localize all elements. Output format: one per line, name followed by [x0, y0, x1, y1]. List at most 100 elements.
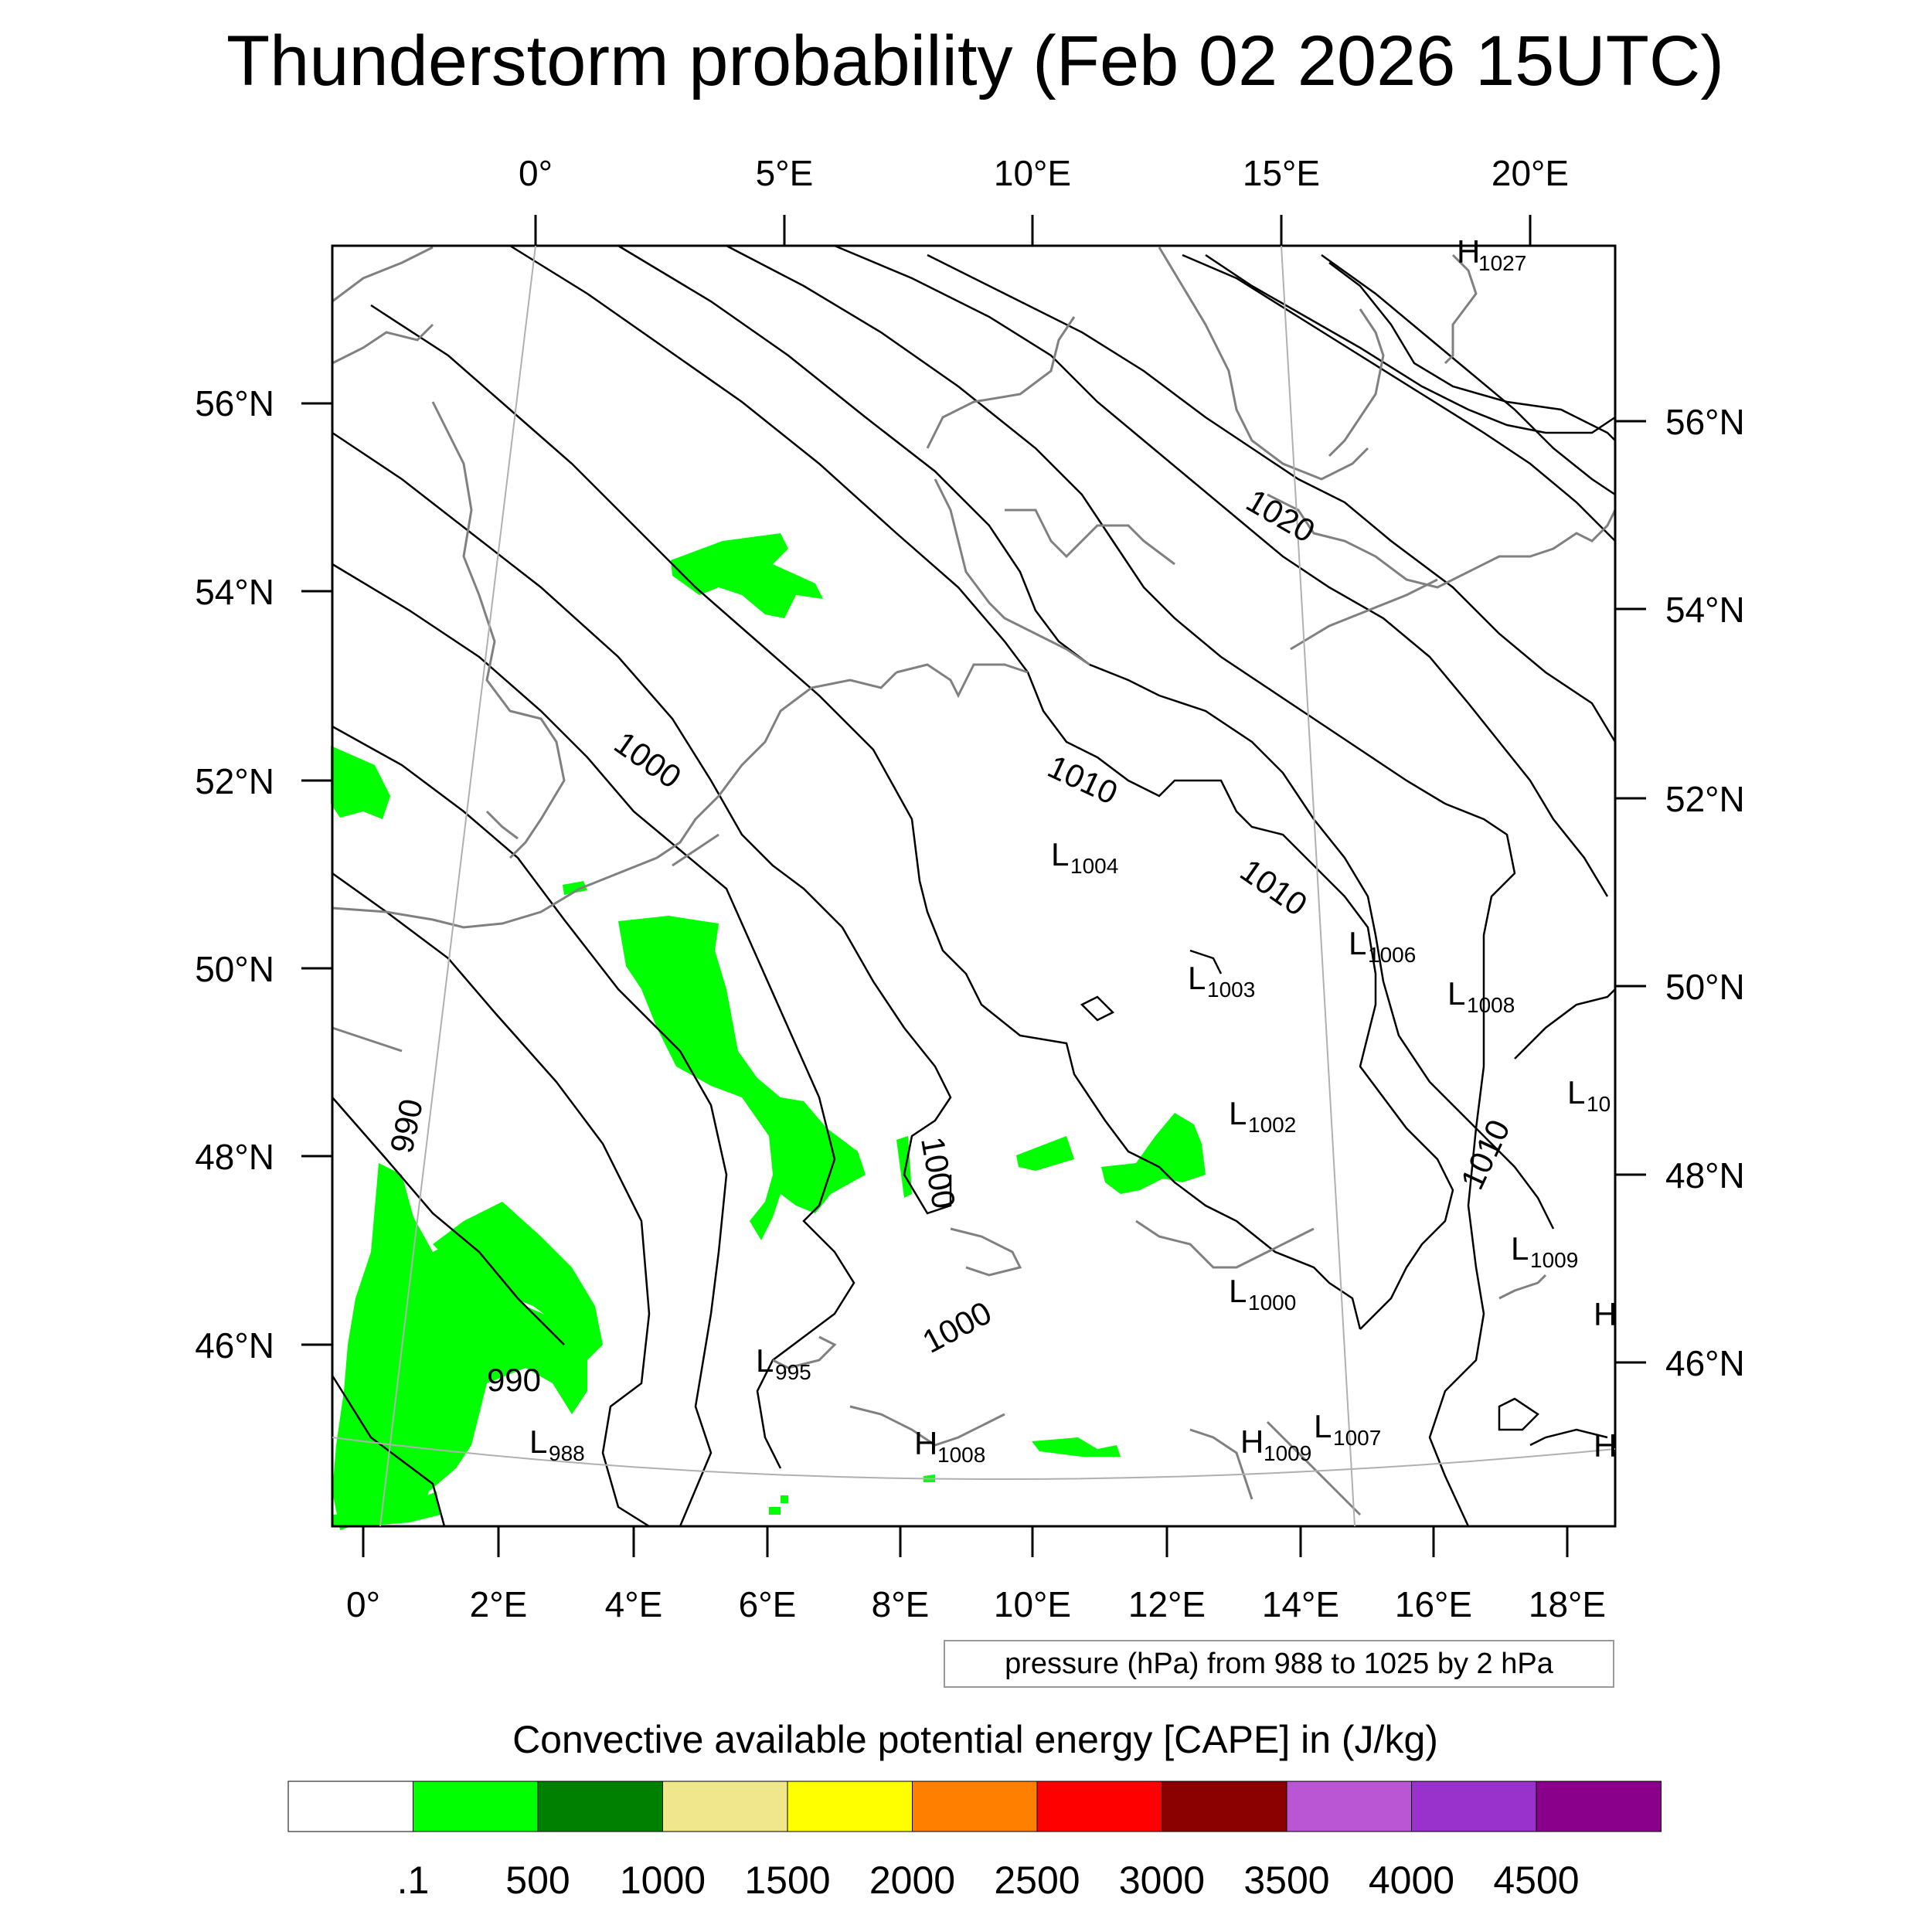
contour-label: 990 [383, 1096, 430, 1156]
contour-label: 1010 [1454, 1114, 1517, 1196]
svg-text:L: L [1188, 960, 1206, 996]
info-box-text: pressure (hPa) from 988 to 1025 by 2 hPa [1005, 1648, 1554, 1680]
map-frame [331, 244, 1617, 1528]
colorbar-swatch [1036, 1781, 1162, 1832]
colorbar-swatch [1411, 1781, 1537, 1832]
svg-text:1003: 1003 [1207, 978, 1255, 1002]
colorbar-swatch [1286, 1781, 1412, 1832]
low-pressure-marker: L 1008 [1447, 975, 1515, 1017]
right-lat-label: 54°N [1665, 590, 1745, 630]
contour-label: 1010 [1234, 852, 1314, 923]
svg-text:L: L [1567, 1074, 1585, 1111]
svg-text:L: L [1314, 1408, 1332, 1444]
left-lat-labels: 56°N 54°N 52°N 50°N 48°N 46°N [195, 383, 274, 1366]
svg-text:1006: 1006 [1368, 943, 1416, 967]
svg-text:L: L [1511, 1230, 1529, 1267]
right-lat-label: 52°N [1665, 779, 1745, 819]
svg-text:995: 995 [775, 1360, 811, 1384]
colorbar-swatch [912, 1781, 1038, 1832]
svg-text:1027: 1027 [1478, 251, 1526, 275]
svg-text:H: H [1240, 1423, 1264, 1460]
svg-text:1009: 1009 [1264, 1441, 1311, 1465]
top-lon-labels: 0° 5°E 10°E 15°E 20°E [519, 153, 1569, 193]
low-pressure-marker: L 1003 [1188, 960, 1255, 1002]
high-pressure-marker: H 1008 [914, 1425, 985, 1467]
svg-text:1009: 1009 [1530, 1248, 1578, 1272]
bottom-lon-label: 2°E [470, 1584, 528, 1624]
svg-text:L: L [1051, 836, 1069, 872]
bottom-lon-labels: 0° 2°E 4°E 6°E 8°E 10°E 12°E 14°E 16°E 1… [346, 1584, 1606, 1624]
colorbar-tick-label: 2000 [869, 1859, 955, 1902]
bottom-lon-label: 8°E [872, 1584, 930, 1624]
top-ticks [534, 215, 1532, 246]
bottom-lon-label: 14°E [1262, 1584, 1339, 1624]
colorbar-tick-label: 4500 [1493, 1859, 1579, 1902]
contour-label: 1000 [917, 1294, 998, 1360]
low-pressure-marker: L 10 [1567, 1074, 1611, 1116]
colorbar-swatches [287, 1781, 1662, 1832]
colorbar-tick-label: 500 [505, 1859, 570, 1902]
right-lat-label: 48°N [1665, 1155, 1745, 1196]
high-pressure-marker: H 1009 [1240, 1423, 1311, 1465]
bottom-lon-label: 0° [346, 1584, 380, 1624]
graticule [332, 245, 1616, 1527]
left-lat-label: 50°N [195, 949, 274, 989]
bottom-lon-label: 4°E [605, 1584, 663, 1624]
high-pressure-marker: H [1594, 1296, 1617, 1332]
colorbar-tick-label: 3000 [1119, 1859, 1205, 1902]
low-pressure-marker: L 1004 [1051, 836, 1118, 878]
left-lat-label: 48°N [195, 1137, 274, 1177]
colorbar-swatch [1536, 1781, 1662, 1832]
colorbar-swatch [287, 1781, 413, 1832]
right-ticks [1615, 420, 1646, 1364]
colorbar-labels: .1 500 1000 1500 2000 2500 3000 3500 4000 4500 [397, 1859, 1580, 1902]
colorbar-tick-label: .1 [397, 1859, 430, 1902]
svg-text:L: L [1349, 925, 1366, 961]
svg-text:L: L [1447, 975, 1465, 1012]
svg-text:1008: 1008 [1467, 993, 1515, 1017]
right-lat-label: 56°N [1665, 402, 1745, 442]
high-pressure-marker: H [1594, 1427, 1617, 1464]
svg-text:1007: 1007 [1333, 1426, 1381, 1450]
colorbar-swatch [662, 1781, 788, 1832]
bottom-lon-label: 18°E [1529, 1584, 1606, 1624]
colorbar-title: Convective available potential energy [C… [512, 1718, 1438, 1761]
svg-text:L: L [1229, 1095, 1247, 1131]
low-pressure-marker: L 1009 [1511, 1230, 1578, 1272]
svg-text:L: L [529, 1423, 547, 1460]
colorbar-tick-label: 1500 [744, 1859, 830, 1902]
svg-text:H: H [1594, 1296, 1617, 1332]
svg-text:H: H [914, 1425, 937, 1461]
low-pressure-marker: L 988 [529, 1423, 585, 1465]
colorbar-swatch [413, 1781, 539, 1832]
svg-text:L: L [756, 1342, 774, 1379]
bottom-lon-label: 6°E [739, 1584, 797, 1624]
svg-text:H: H [1594, 1427, 1617, 1464]
bottom-lon-label: 10°E [994, 1584, 1071, 1624]
left-lat-label: 46°N [195, 1325, 274, 1366]
contour-label: 1000 [914, 1134, 963, 1211]
svg-text:1004: 1004 [1070, 854, 1118, 878]
svg-text:1008: 1008 [937, 1443, 985, 1467]
colorbar-tick-label: 2500 [994, 1859, 1080, 1902]
contour-label: 1020 [1240, 482, 1321, 549]
low-pressure-marker: L 1007 [1314, 1408, 1381, 1450]
bottom-ticks [362, 1526, 1569, 1557]
right-lat-label: 46°N [1665, 1343, 1745, 1383]
colorbar-tick-label: 1000 [620, 1859, 706, 1902]
top-lon-label: 5°E [756, 153, 814, 193]
colorbar-tick-label: 3500 [1243, 1859, 1329, 1902]
info-box [944, 1640, 1614, 1688]
map-title: Thunderstorm probability (Feb 02 2026 15… [226, 22, 1724, 100]
left-lat-label: 54°N [195, 572, 274, 612]
contour-label: 1000 [608, 724, 688, 795]
colorbar-swatch [537, 1781, 663, 1832]
top-lon-label: 20°E [1492, 153, 1569, 193]
svg-text:1002: 1002 [1248, 1113, 1296, 1137]
top-lon-label: 0° [519, 153, 553, 193]
low-pressure-marker: L 1002 [1229, 1095, 1296, 1137]
right-lat-labels: 56°N 54°N 52°N 50°N 48°N 46°N [1665, 402, 1745, 1383]
left-lat-label: 52°N [195, 761, 274, 801]
